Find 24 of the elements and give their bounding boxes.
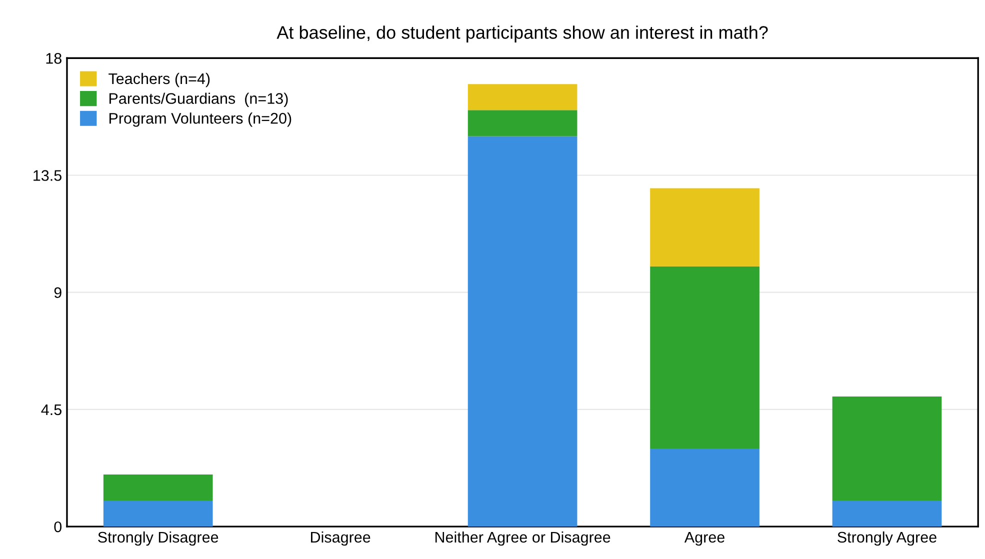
bar — [468, 136, 578, 527]
bar — [103, 500, 213, 527]
y-tick-label: 0 — [54, 521, 62, 532]
x-tick-label: Agree — [684, 532, 724, 546]
bar — [650, 266, 760, 449]
bar — [650, 448, 760, 527]
bar — [832, 500, 942, 527]
x-tick-label: Strongly Disagree — [98, 531, 218, 546]
bar — [832, 396, 942, 501]
x-tick-label: Disagree — [311, 531, 370, 546]
y-tick-label: 18 — [46, 53, 62, 64]
bar — [468, 84, 578, 110]
chart-title: At baseline, do student participants show an interest in math? — [276, 26, 768, 42]
bar — [650, 188, 760, 266]
bar — [468, 110, 578, 136]
legend-label: Teachers (n=4) — [108, 72, 210, 88]
y-tick-label: 9 — [54, 287, 62, 298]
legend-label: Parents/Guardians (n=13) — [109, 92, 288, 107]
bar — [103, 474, 213, 501]
legend-label: Program Volunteers (n=20) — [109, 112, 292, 127]
y-tick-label: 13.5 — [34, 170, 62, 181]
x-tick-label: Strongly Agree — [838, 531, 936, 546]
y-tick-label: 4.5 — [41, 404, 62, 416]
x-tick-label: Neither Agree or Disagree — [435, 531, 610, 546]
